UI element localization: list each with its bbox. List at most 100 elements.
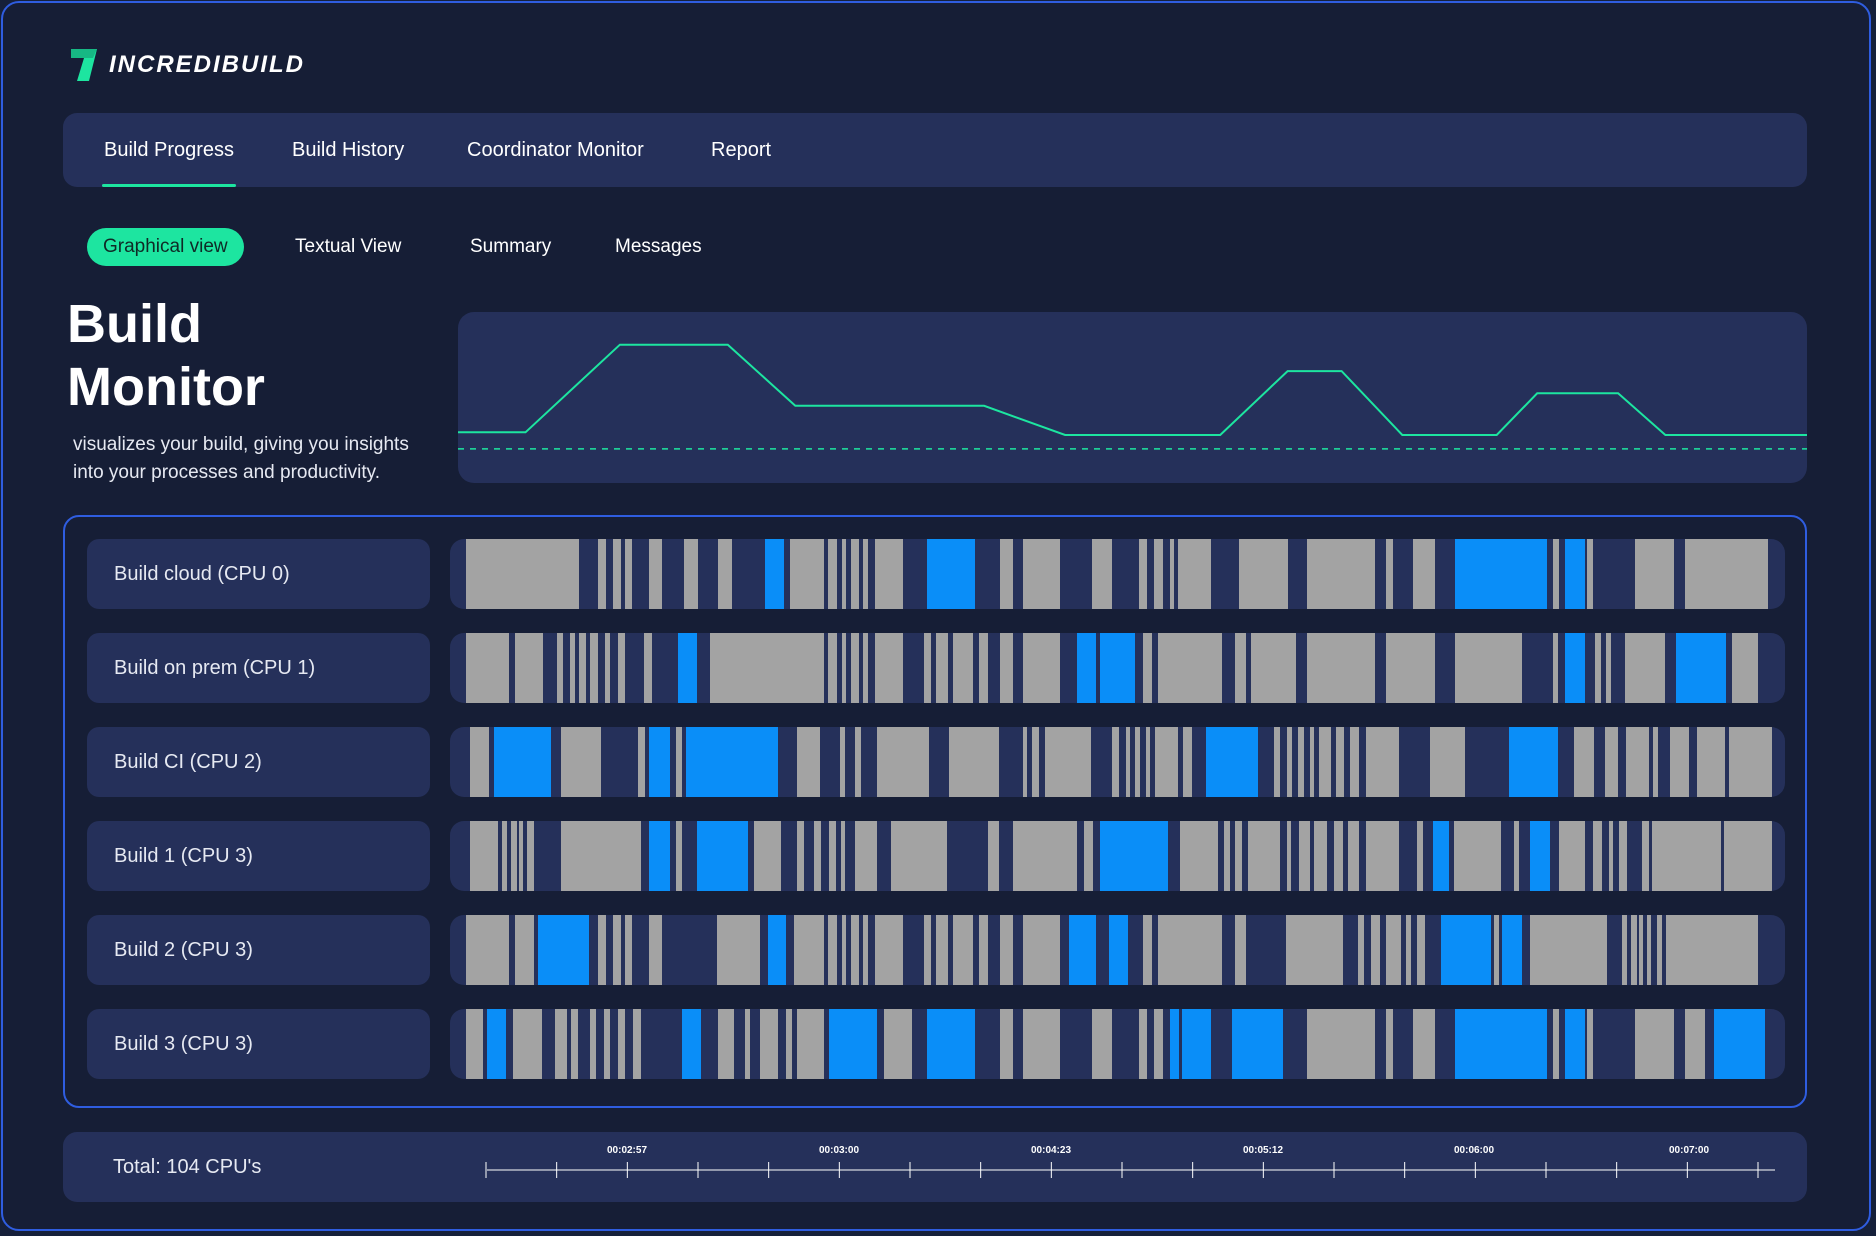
task-segment-active[interactable] <box>696 821 748 891</box>
task-segment[interactable] <box>759 1009 779 1079</box>
task-segment[interactable] <box>1624 633 1665 703</box>
task-segment[interactable] <box>612 539 621 609</box>
task-segment[interactable] <box>638 727 645 797</box>
task-segment[interactable] <box>555 1009 568 1079</box>
task-segment[interactable] <box>1000 539 1014 609</box>
task-segment-active[interactable] <box>1501 915 1522 985</box>
task-segment-active[interactable] <box>1564 1009 1585 1079</box>
task-segment[interactable] <box>1385 539 1393 609</box>
task-segment[interactable] <box>1333 821 1344 891</box>
task-segment[interactable] <box>1157 633 1222 703</box>
task-segment[interactable] <box>515 633 544 703</box>
task-segment[interactable] <box>1022 915 1061 985</box>
task-segment-active[interactable] <box>1069 915 1097 985</box>
task-segment[interactable] <box>648 915 663 985</box>
task-segment[interactable] <box>842 539 847 609</box>
tab-coordinator-monitor[interactable]: Coordinator Monitor <box>467 139 644 161</box>
task-segment[interactable] <box>1273 727 1281 797</box>
task-segment[interactable] <box>814 821 822 891</box>
task-segment[interactable] <box>1238 539 1289 609</box>
task-segment[interactable] <box>1013 821 1078 891</box>
task-segment[interactable] <box>1022 727 1027 797</box>
task-segment[interactable] <box>1622 915 1628 985</box>
task-segment[interactable] <box>862 915 868 985</box>
task-segment[interactable] <box>1092 1009 1113 1079</box>
cpu-lane-track[interactable] <box>450 821 1785 891</box>
task-segment[interactable] <box>571 1009 579 1079</box>
tab-report[interactable]: Report <box>711 139 772 161</box>
task-segment-active[interactable] <box>1455 539 1548 609</box>
task-segment[interactable] <box>618 1009 625 1079</box>
task-segment[interactable] <box>1112 727 1119 797</box>
subtab-summary[interactable]: Summary <box>470 236 552 257</box>
task-segment[interactable] <box>683 539 699 609</box>
task-segment[interactable] <box>850 633 859 703</box>
task-segment[interactable] <box>515 915 535 985</box>
task-segment[interactable] <box>827 915 838 985</box>
task-segment[interactable] <box>1182 727 1193 797</box>
task-segment[interactable] <box>1138 1009 1147 1079</box>
task-segment[interactable] <box>839 727 846 797</box>
task-segment[interactable] <box>1587 1009 1593 1079</box>
task-segment[interactable] <box>978 915 988 985</box>
task-segment-active[interactable] <box>678 633 697 703</box>
task-segment[interactable] <box>570 633 576 703</box>
task-segment[interactable] <box>598 915 607 985</box>
task-segment[interactable] <box>603 1009 611 1079</box>
task-segment[interactable] <box>1592 821 1603 891</box>
task-segment[interactable] <box>1153 539 1163 609</box>
task-segment[interactable] <box>841 821 846 891</box>
task-segment-active[interactable] <box>1508 727 1559 797</box>
task-segment[interactable] <box>519 821 524 891</box>
task-segment[interactable] <box>502 821 508 891</box>
task-segment[interactable] <box>1647 915 1652 985</box>
task-segment-active[interactable] <box>829 1009 878 1079</box>
task-segment[interactable] <box>1559 821 1585 891</box>
task-segment[interactable] <box>1453 821 1501 891</box>
task-segment[interactable] <box>1608 821 1613 891</box>
task-segment-active[interactable] <box>1455 1009 1548 1079</box>
task-segment-active[interactable] <box>1675 633 1727 703</box>
task-segment[interactable] <box>794 915 824 985</box>
task-segment[interactable] <box>1365 821 1400 891</box>
task-segment[interactable] <box>1307 633 1376 703</box>
task-segment[interactable] <box>560 821 641 891</box>
task-segment[interactable] <box>1224 821 1230 891</box>
task-segment[interactable] <box>786 1009 792 1079</box>
task-segment[interactable] <box>1285 915 1344 985</box>
task-segment[interactable] <box>612 915 621 985</box>
task-segment-active[interactable] <box>1232 1009 1284 1079</box>
task-segment[interactable] <box>1157 915 1222 985</box>
task-segment[interactable] <box>1307 539 1376 609</box>
task-segment[interactable] <box>1022 539 1061 609</box>
task-segment[interactable] <box>827 539 838 609</box>
task-segment[interactable] <box>754 821 782 891</box>
task-segment-active[interactable] <box>1100 821 1169 891</box>
task-segment[interactable] <box>1251 633 1297 703</box>
task-segment-active[interactable] <box>487 1009 507 1079</box>
task-segment[interactable] <box>1619 821 1628 891</box>
task-segment[interactable] <box>1731 633 1759 703</box>
task-segment-active[interactable] <box>926 1009 975 1079</box>
task-segment[interactable] <box>1142 915 1153 985</box>
task-segment[interactable] <box>850 539 859 609</box>
task-segment[interactable] <box>512 1009 543 1079</box>
task-segment[interactable] <box>850 915 859 985</box>
task-segment[interactable] <box>527 821 535 891</box>
task-segment[interactable] <box>1000 633 1014 703</box>
task-segment[interactable] <box>1696 727 1725 797</box>
subtab-graphical-view[interactable]: Graphical view <box>87 228 244 266</box>
task-segment[interactable] <box>953 633 974 703</box>
task-segment[interactable] <box>827 633 838 703</box>
task-segment[interactable] <box>1635 539 1675 609</box>
task-segment[interactable] <box>877 727 930 797</box>
task-segment[interactable] <box>1000 915 1014 985</box>
task-segment[interactable] <box>1153 1009 1163 1079</box>
task-segment[interactable] <box>923 915 931 985</box>
task-segment[interactable] <box>1134 727 1141 797</box>
task-segment[interactable] <box>718 1009 735 1079</box>
task-segment-active[interactable] <box>494 727 552 797</box>
task-segment[interactable] <box>842 915 847 985</box>
task-segment[interactable] <box>466 539 580 609</box>
task-segment[interactable] <box>1412 1009 1436 1079</box>
